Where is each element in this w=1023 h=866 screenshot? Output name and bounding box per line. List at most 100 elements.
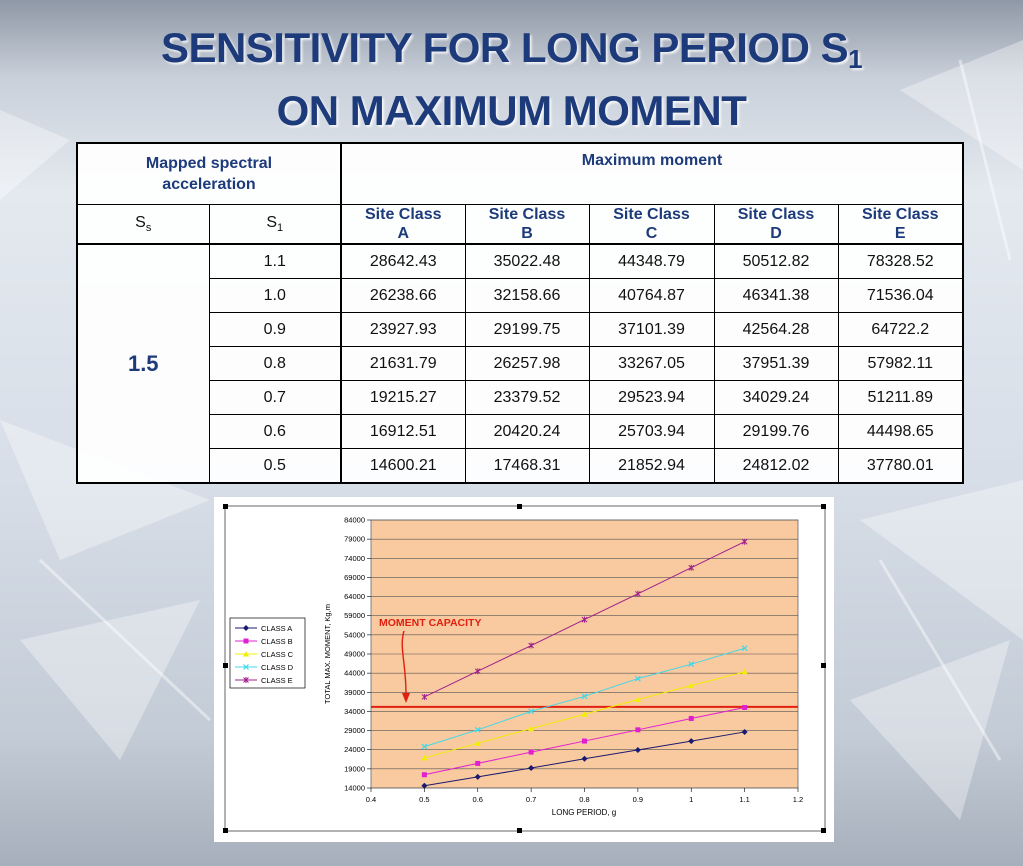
value-cell: 25703.94 <box>588 414 715 449</box>
header-s1: S1 <box>208 204 342 245</box>
data-point <box>741 668 748 675</box>
value-cell: 21852.94 <box>588 448 715 484</box>
table-row: 0.5 14600.21 17468.31 21852.94 24812.02 … <box>77 448 964 484</box>
legend-label: CLASS C <box>261 650 294 659</box>
data-point <box>581 711 588 717</box>
x-tick-label: 0.5 <box>419 795 429 804</box>
data-point <box>421 772 427 778</box>
table-row: 0.6 16912.51 20420.24 25703.94 29199.76 … <box>77 414 964 449</box>
s1-cell: 0.8 <box>208 346 342 381</box>
legend-box <box>229 617 306 689</box>
legend-item: CLASS A <box>235 624 292 633</box>
data-point <box>581 693 588 700</box>
data-point <box>688 682 695 689</box>
series-class-d <box>421 645 748 750</box>
y-tick-label: 69000 <box>344 573 365 582</box>
moment-capacity-arrow <box>401 630 407 695</box>
data-point <box>421 782 428 789</box>
y-axis-label: TOTAL MAX. MOMENT, Kg,m <box>323 604 332 704</box>
x-tick-label: 0.4 <box>366 795 376 804</box>
data-point <box>475 760 481 766</box>
table-row: 1.0 26238.66 32158.66 40764.87 46341.38 … <box>77 278 964 313</box>
chart-frame <box>223 504 826 833</box>
y-tick-label: 79000 <box>344 535 365 544</box>
y-tick-label: 34000 <box>344 707 365 716</box>
value-cell: 51211.89 <box>837 380 964 415</box>
header-site-class-e: Site Class E <box>837 204 964 245</box>
moment-capacity-annotation: MOMENT CAPACITY <box>371 617 798 708</box>
legend-label: CLASS B <box>261 637 293 646</box>
data-point <box>742 705 748 711</box>
value-cell: 29523.94 <box>588 380 715 415</box>
value-cell: 29199.75 <box>464 312 590 347</box>
table-row: 0.9 23927.93 29199.75 37101.39 42564.28 … <box>77 312 964 347</box>
value-cell: 57982.11 <box>837 346 964 381</box>
series-class-b <box>421 705 748 778</box>
value-cell: 26238.66 <box>340 278 466 313</box>
series-group <box>421 538 748 789</box>
data-point <box>474 726 481 733</box>
data-point <box>474 773 481 780</box>
legend-item: CLASS D <box>235 663 294 672</box>
y-tick-label: 74000 <box>344 554 365 563</box>
header-site-class-d: Site Class D <box>713 204 839 245</box>
y-tick-label: 54000 <box>344 630 365 639</box>
data-point <box>688 564 695 571</box>
value-cell: 33267.05 <box>588 346 715 381</box>
table-row: 1.5 1.1 28642.43 35022.48 44348.79 50512… <box>76 243 964 484</box>
value-cell: 64722.2 <box>837 312 964 347</box>
data-point <box>635 727 641 733</box>
value-cell: 78328.52 <box>837 243 964 279</box>
y-axis-ticks: 14000 19000 24000 29000 34000 39000 44000 49000… <box>344 516 371 793</box>
value-cell: 17468.31 <box>464 448 590 484</box>
data-point <box>474 668 481 675</box>
value-cell: 26257.98 <box>464 346 590 381</box>
s1-cell: 0.7 <box>208 380 342 415</box>
data-point <box>421 693 428 700</box>
value-cell: 35022.48 <box>464 243 590 279</box>
value-cell: 46341.38 <box>713 278 839 313</box>
value-cell: 32158.66 <box>464 278 590 313</box>
value-cell: 23379.52 <box>464 380 590 415</box>
s1-cell: 0.9 <box>208 312 342 347</box>
series-class-c <box>421 668 748 761</box>
y-tick-label: 19000 <box>344 764 365 773</box>
value-cell: 37101.39 <box>588 312 715 347</box>
x-tick-label: 1.2 <box>793 795 803 804</box>
header-site-class-a: Site Class A <box>340 204 466 245</box>
s1-cell: 1.1 <box>208 243 342 279</box>
header-mapped-spectral: Mapped spectral acceleration <box>76 142 342 205</box>
data-point <box>741 728 748 735</box>
value-cell: 24812.02 <box>713 448 839 484</box>
legend-item: CLASS C <box>235 650 294 659</box>
legend: CLASS A CLASS B CLASS C CLASS D CLASS E <box>229 617 306 689</box>
data-point <box>243 625 249 631</box>
value-cell: 40764.87 <box>588 278 715 313</box>
series-class-a <box>421 728 748 789</box>
slide-title: SENSITIVITY FOR LONG PERIOD S1 ON MAXIMU… <box>0 22 1023 137</box>
legend-label: CLASS E <box>261 676 293 685</box>
data-point <box>528 708 535 715</box>
ss-value-cell: 1.5 <box>76 243 210 484</box>
y-tick-label: 29000 <box>344 726 365 735</box>
data-point <box>243 638 249 644</box>
y-tick-label: 49000 <box>344 650 365 659</box>
data-point <box>528 749 534 755</box>
title-line-1: SENSITIVITY FOR LONG PERIOD S1 <box>0 22 1023 85</box>
table-row: 0.8 21631.79 26257.98 33267.05 37951.39 … <box>77 346 964 381</box>
data-point <box>243 677 249 683</box>
data-point <box>741 645 748 652</box>
x-tick-label: 0.8 <box>579 795 589 804</box>
s1-cell: 0.5 <box>208 448 342 484</box>
y-tick-label: 44000 <box>344 669 365 678</box>
data-point <box>634 746 641 753</box>
data-point <box>528 765 535 772</box>
legend-label: CLASS D <box>261 663 294 672</box>
moment-chart: 14000 19000 24000 29000 34000 39000 44000 49000… <box>223 504 826 833</box>
value-cell: 34029.24 <box>713 380 839 415</box>
y-tick-label: 24000 <box>344 745 365 754</box>
data-point <box>528 642 534 649</box>
value-cell: 21631.79 <box>340 346 466 381</box>
value-cell: 29199.76 <box>713 414 839 449</box>
chart-container: 14000 19000 24000 29000 34000 39000 44000 49000… <box>214 497 834 842</box>
